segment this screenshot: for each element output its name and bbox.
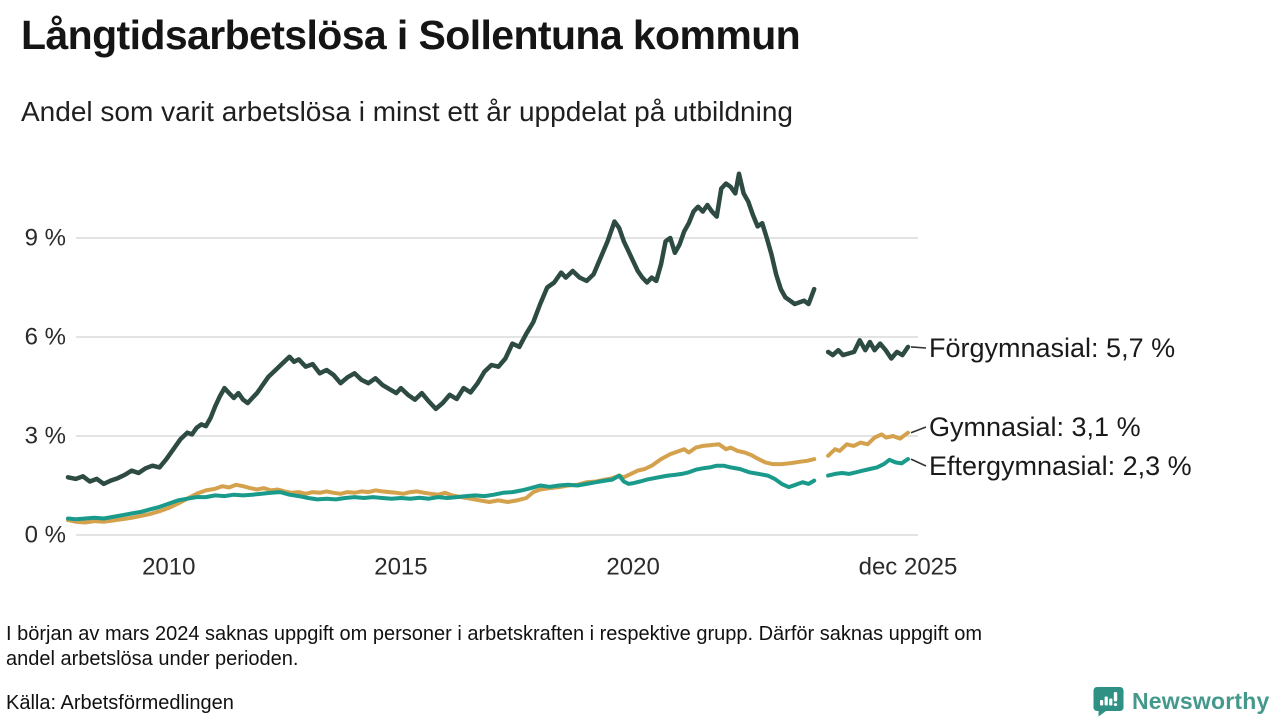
page-subtitle: Andel som varit arbetslösa i minst ett å… xyxy=(21,96,793,127)
y-axis-tick-label: 0 % xyxy=(25,522,66,549)
newsworthy-brand: Newsworthy xyxy=(1093,686,1269,717)
source-credit: Källa: Arbetsförmedlingen xyxy=(6,692,234,714)
series-line-eftergymnasial-segment-2 xyxy=(826,457,910,478)
x-axis-tick-label: 2010 xyxy=(142,554,195,581)
series-line-förgymnasial-segment-2 xyxy=(825,338,911,361)
series-end-label-forgymnasial: Förgymnasial: 5,7 % xyxy=(929,333,1176,363)
label-leader-dash-eftergymnasial xyxy=(910,458,927,467)
page-title: Långtidsarbetslösa i Sollentuna kommun xyxy=(21,12,801,58)
series-line-eftergymnasial-segment-1 xyxy=(66,463,817,522)
series-end-label-eftergymnasial: Eftergymnasial: 2,3 % xyxy=(929,451,1192,481)
x-axis-tick-label: dec 2025 xyxy=(859,554,958,581)
x-axis-tick-label: 2020 xyxy=(606,554,659,581)
series-line-gymnasial-segment-2 xyxy=(826,430,910,458)
newsworthy-logo-text: Newsworthy xyxy=(1132,688,1270,714)
y-axis-tick-label: 9 % xyxy=(25,225,66,252)
series-line-förgymnasial-segment-1 xyxy=(65,171,817,487)
series-line-gymnasial-segment-1 xyxy=(66,442,817,525)
series-end-label-gymnasial: Gymnasial: 3,1 % xyxy=(929,412,1141,442)
footnote-line-1: I början av mars 2024 saknas uppgift om … xyxy=(6,623,983,645)
footnote-line-2: andel arbetslösa under perioden. xyxy=(6,648,299,670)
newsworthy-logo-icon xyxy=(1093,687,1124,717)
y-axis-tick-label: 3 % xyxy=(25,423,66,450)
y-axis-tick-label: 6 % xyxy=(25,324,66,351)
footnote: I början av mars 2024 saknas uppgift om … xyxy=(6,622,1256,672)
label-leader-dash-gymnasial xyxy=(910,426,927,434)
x-axis-tick-label: 2015 xyxy=(374,554,427,581)
label-leader-dash-förgymnasial xyxy=(910,346,927,349)
